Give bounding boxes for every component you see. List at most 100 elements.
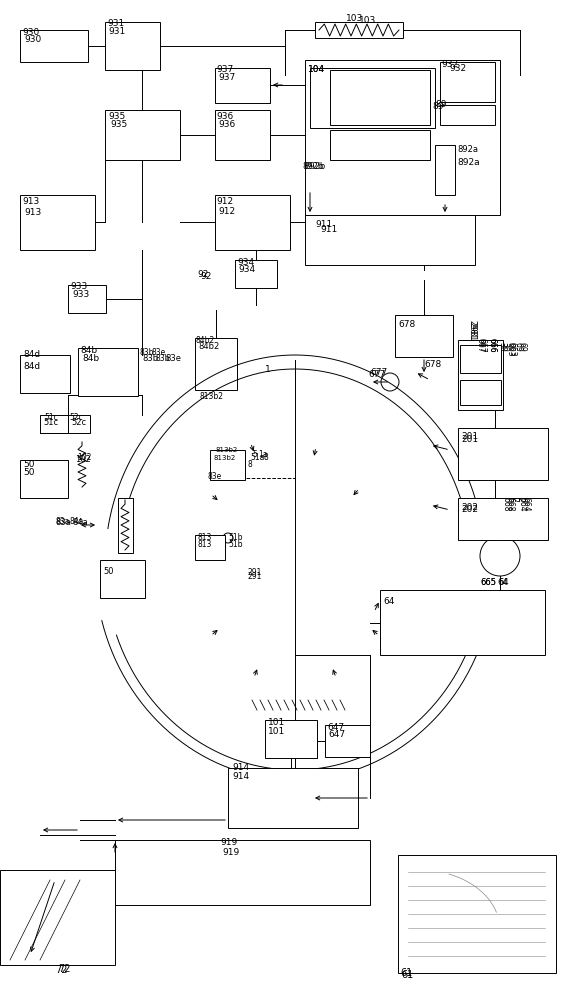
- Text: 912: 912: [216, 197, 233, 206]
- Text: 678: 678: [398, 320, 415, 329]
- Text: 1a: 1a: [258, 450, 267, 459]
- Text: 84b2: 84b2: [198, 342, 219, 351]
- Text: 935: 935: [110, 120, 127, 129]
- Bar: [380, 590, 545, 655]
- Text: 666: 666: [487, 338, 496, 353]
- Text: 84a: 84a: [72, 518, 88, 527]
- Text: 664: 664: [518, 497, 527, 512]
- Text: 84b: 84b: [80, 346, 97, 355]
- Text: 919: 919: [222, 848, 239, 857]
- Text: 2981: 2981: [468, 322, 477, 341]
- Bar: [458, 428, 548, 480]
- Bar: [325, 725, 370, 757]
- Text: 104: 104: [308, 65, 325, 74]
- Text: 813: 813: [198, 540, 212, 549]
- Bar: [265, 720, 317, 758]
- Text: 102: 102: [77, 453, 91, 462]
- Text: 813b2: 813b2: [199, 392, 223, 401]
- Text: 892a: 892a: [457, 145, 478, 154]
- Text: 51c: 51c: [43, 418, 58, 427]
- Text: 83b: 83b: [142, 354, 158, 363]
- Text: 61: 61: [400, 968, 412, 978]
- Text: 935: 935: [108, 112, 125, 121]
- Text: 92: 92: [200, 272, 211, 281]
- Text: 647: 647: [328, 730, 345, 739]
- Text: 50: 50: [23, 460, 35, 469]
- Text: 51a: 51a: [250, 453, 265, 462]
- Text: 5: 5: [252, 450, 257, 459]
- Bar: [330, 130, 430, 160]
- Text: 202: 202: [461, 503, 478, 512]
- Text: 1: 1: [265, 365, 271, 374]
- Text: 667: 667: [476, 338, 485, 353]
- Text: 911: 911: [320, 225, 337, 234]
- Text: 677: 677: [368, 370, 385, 379]
- Text: 933: 933: [70, 282, 87, 291]
- Text: 892b: 892b: [302, 162, 323, 171]
- Text: 663: 663: [505, 342, 514, 357]
- Text: 102: 102: [75, 455, 91, 464]
- Bar: [195, 338, 237, 390]
- Bar: [20, 195, 95, 250]
- Text: 8: 8: [264, 453, 269, 462]
- Text: 83a: 83a: [55, 518, 71, 527]
- Text: 84d: 84d: [23, 362, 40, 371]
- Text: 52c: 52c: [71, 418, 86, 427]
- Text: 89: 89: [432, 102, 444, 111]
- Text: 51c: 51c: [44, 413, 58, 422]
- Text: 84d: 84d: [23, 350, 40, 359]
- Text: 663: 663: [508, 342, 517, 357]
- Text: 83e: 83e: [152, 348, 166, 357]
- Text: 931: 931: [108, 27, 125, 36]
- Bar: [105, 22, 160, 70]
- Bar: [20, 460, 68, 498]
- Text: 931: 931: [107, 19, 124, 28]
- Text: 892b: 892b: [304, 162, 325, 171]
- Bar: [440, 105, 495, 125]
- Bar: [78, 348, 138, 396]
- Text: 83e: 83e: [208, 472, 222, 481]
- Text: 103: 103: [346, 14, 364, 23]
- Text: 934: 934: [237, 258, 254, 267]
- Text: 2: 2: [510, 497, 519, 502]
- Text: 89: 89: [435, 100, 446, 109]
- Text: 101: 101: [268, 718, 285, 727]
- Text: 83b: 83b: [140, 348, 155, 357]
- Text: 668: 668: [505, 497, 514, 512]
- Text: 813b2: 813b2: [213, 455, 235, 461]
- Bar: [68, 285, 106, 313]
- Bar: [315, 22, 403, 38]
- Text: 932: 932: [441, 60, 458, 69]
- Text: 104: 104: [308, 65, 325, 74]
- Bar: [195, 535, 225, 560]
- Bar: [460, 380, 501, 405]
- Text: 83e: 83e: [165, 354, 181, 363]
- Text: 914: 914: [232, 772, 249, 781]
- Text: 913: 913: [24, 208, 41, 217]
- Text: 933: 933: [72, 290, 89, 299]
- Text: 930: 930: [22, 28, 39, 37]
- Text: 61: 61: [401, 970, 413, 980]
- Text: 936: 936: [216, 112, 233, 121]
- Text: 912: 912: [218, 207, 235, 216]
- Bar: [395, 315, 453, 357]
- Text: 919: 919: [220, 838, 237, 847]
- Text: 647: 647: [327, 723, 344, 732]
- Text: 30: 30: [497, 342, 506, 352]
- Text: 51b: 51b: [228, 540, 243, 549]
- Text: 664: 664: [522, 497, 531, 512]
- Text: 937: 937: [216, 65, 233, 74]
- Text: 69: 69: [513, 342, 522, 352]
- Text: 201: 201: [461, 435, 478, 444]
- Text: 8: 8: [248, 460, 253, 469]
- Text: 72: 72: [58, 964, 71, 974]
- Text: 92: 92: [197, 270, 208, 279]
- Text: 101: 101: [268, 727, 285, 736]
- Text: 291: 291: [248, 572, 262, 581]
- Text: 72: 72: [55, 965, 68, 975]
- Text: 30: 30: [500, 342, 509, 352]
- Bar: [460, 345, 501, 373]
- Bar: [435, 145, 455, 195]
- Text: 64: 64: [383, 597, 394, 606]
- Bar: [0, 870, 115, 965]
